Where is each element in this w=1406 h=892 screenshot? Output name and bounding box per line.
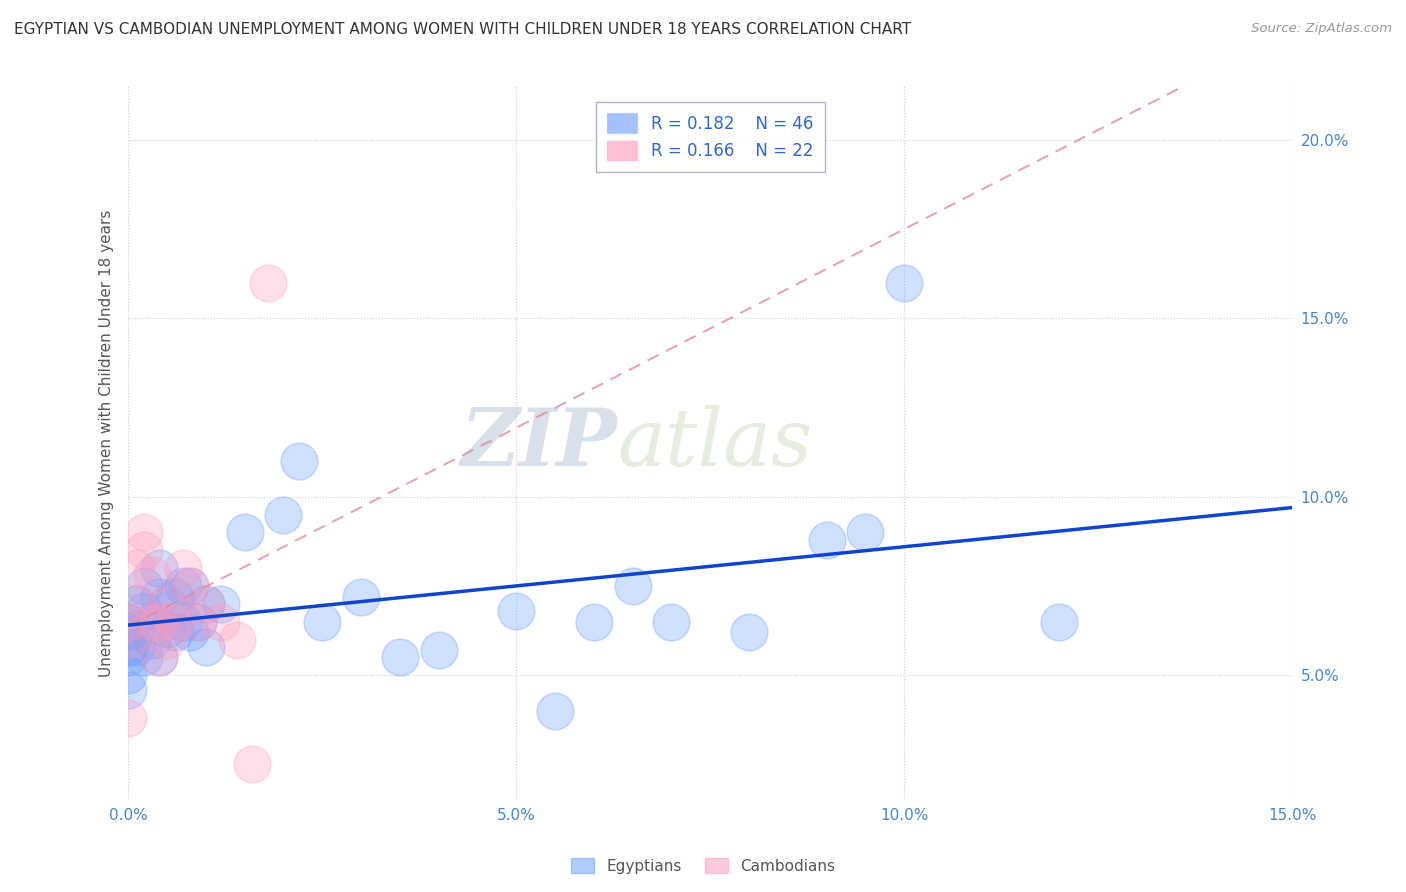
Point [132, 543, 155, 558]
Point [117, 625, 139, 640]
Point [179, 579, 201, 593]
Point [141, 568, 163, 582]
Point [427, 643, 450, 657]
Point [141, 615, 163, 629]
Point [582, 615, 605, 629]
Point [125, 597, 148, 611]
Point [172, 561, 194, 575]
Point [148, 650, 170, 665]
Point [311, 615, 333, 629]
Point [117, 650, 139, 665]
Point [194, 640, 217, 654]
Point [156, 632, 179, 647]
Point [132, 604, 155, 618]
Point [125, 622, 148, 636]
Point [187, 615, 209, 629]
Point [225, 632, 247, 647]
Point [179, 625, 201, 640]
Point [141, 615, 163, 629]
Point [117, 632, 139, 647]
Point [350, 590, 373, 604]
Point [141, 632, 163, 647]
Text: ZIP: ZIP [460, 404, 617, 482]
Point [117, 668, 139, 682]
Point [194, 597, 217, 611]
Point [117, 615, 139, 629]
Legend: Egyptians, Cambodians: Egyptians, Cambodians [565, 852, 841, 880]
Text: atlas: atlas [617, 404, 813, 482]
Point [388, 650, 411, 665]
Point [156, 622, 179, 636]
Point [148, 590, 170, 604]
Point [179, 579, 201, 593]
Point [172, 579, 194, 593]
Point [544, 704, 567, 718]
Point [273, 508, 295, 522]
Point [117, 711, 139, 725]
Point [163, 590, 186, 604]
Point [163, 625, 186, 640]
Point [148, 650, 170, 665]
Point [209, 597, 232, 611]
Point [257, 276, 280, 290]
Point [125, 640, 148, 654]
Point [209, 615, 232, 629]
Point [853, 525, 876, 540]
Point [172, 615, 194, 629]
Point [125, 597, 148, 611]
Point [163, 615, 186, 629]
Point [661, 615, 683, 629]
Point [117, 682, 139, 697]
Point [132, 579, 155, 593]
Point [288, 454, 311, 468]
Point [117, 640, 139, 654]
Point [233, 525, 256, 540]
Point [117, 615, 139, 629]
Text: EGYPTIAN VS CAMBODIAN UNEMPLOYMENT AMONG WOMEN WITH CHILDREN UNDER 18 YEARS CORR: EGYPTIAN VS CAMBODIAN UNEMPLOYMENT AMONG… [14, 22, 911, 37]
Point [242, 757, 264, 772]
Point [132, 650, 155, 665]
Point [194, 597, 217, 611]
Point [156, 597, 179, 611]
Point [505, 604, 527, 618]
Point [815, 533, 838, 547]
Point [156, 597, 179, 611]
Point [1047, 615, 1070, 629]
Point [125, 561, 148, 575]
Text: Source: ZipAtlas.com: Source: ZipAtlas.com [1251, 22, 1392, 36]
Point [621, 579, 644, 593]
Point [148, 561, 170, 575]
Point [132, 525, 155, 540]
Point [148, 615, 170, 629]
Legend: R = 0.182    N = 46, R = 0.166    N = 22: R = 0.182 N = 46, R = 0.166 N = 22 [596, 102, 825, 172]
Point [893, 276, 915, 290]
Point [187, 615, 209, 629]
Point [738, 625, 761, 640]
Y-axis label: Unemployment Among Women with Children Under 18 years: Unemployment Among Women with Children U… [100, 210, 114, 677]
